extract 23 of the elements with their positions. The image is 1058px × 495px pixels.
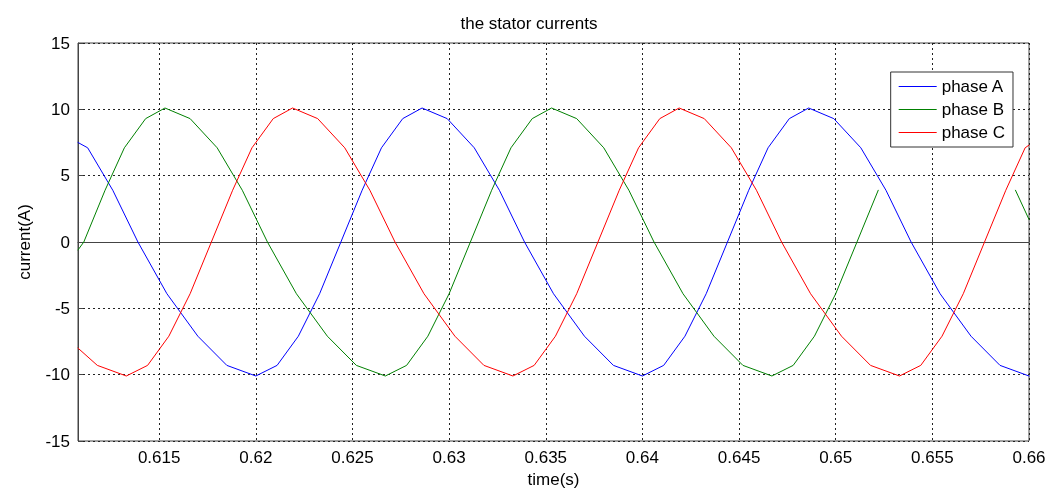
- x-tick-label: 0.65: [819, 448, 853, 467]
- y-tick-label: 0: [60, 232, 70, 252]
- y-tick-label: 15: [51, 33, 70, 53]
- y-tick-label: 10: [51, 99, 70, 119]
- x-axis-title: time(s): [527, 470, 580, 489]
- y-axis-title: current(A): [15, 204, 34, 280]
- y-tick-label: -5: [54, 298, 70, 318]
- x-tick-label: 0.655: [911, 448, 954, 467]
- legend-label: phase C: [941, 123, 1006, 142]
- x-tick-label: 0.635: [524, 448, 568, 467]
- x-tick-label: 0.615: [137, 448, 181, 467]
- y-tick-label: -15: [45, 431, 70, 451]
- legend-label: phase B: [941, 100, 1005, 119]
- legend-label: phase A: [941, 77, 1004, 96]
- x-tick-label: 0.625: [331, 448, 374, 467]
- chart-title: the stator currents: [460, 14, 598, 33]
- x-tick-label: 0.66: [1012, 448, 1046, 467]
- x-tick-label: 0.63: [432, 448, 466, 467]
- x-tick-label: 0.62: [239, 448, 273, 467]
- y-tick-label: 5: [60, 166, 70, 186]
- y-tick-label: -10: [45, 365, 70, 385]
- x-tick-label: 0.64: [625, 448, 659, 467]
- x-tick-label: 0.645: [717, 448, 761, 467]
